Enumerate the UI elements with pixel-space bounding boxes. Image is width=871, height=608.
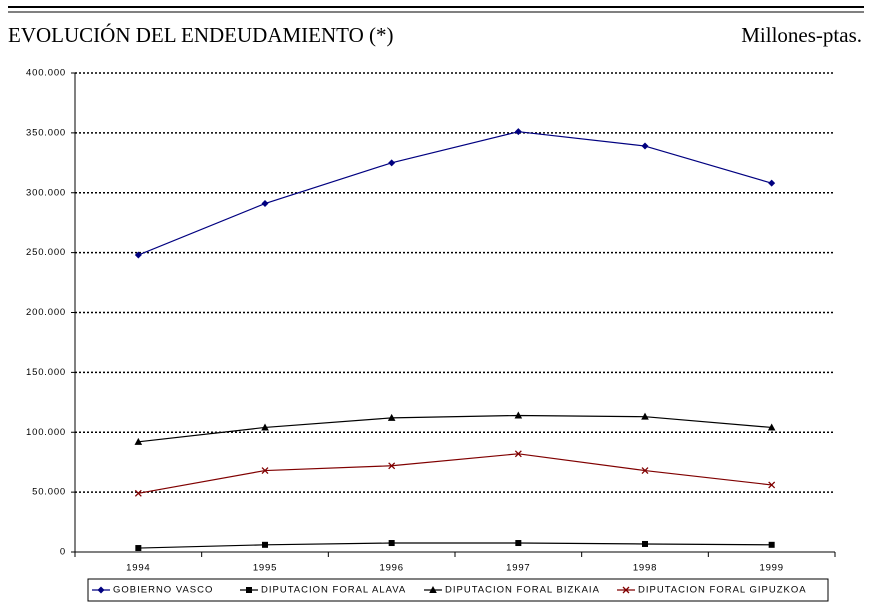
y-tick-label: 0 [60,547,66,558]
marker [515,540,522,547]
marker [261,467,269,475]
marker [514,450,522,458]
marker [641,467,649,475]
marker [261,200,269,208]
legend-marker [97,586,105,594]
y-tick-label: 100.000 [26,427,66,438]
x-tick-label: 1996 [379,563,403,574]
series-line [138,453,772,494]
y-tick-label: 200.000 [26,307,66,318]
legend-marker [246,587,252,593]
series-line [138,131,772,256]
marker [388,462,396,470]
x-tick-label: 1994 [126,563,150,574]
marker [641,142,649,150]
marker [134,251,142,259]
marker [768,481,776,489]
marker [768,179,776,187]
legend-label: GOBIERNO VASCO [113,585,213,596]
marker [134,437,143,445]
series-line [138,542,772,549]
legend-label: DIPUTACION FORAL BIZKAIA [445,585,600,596]
y-tick-label: 350.000 [26,127,66,138]
marker [514,128,522,136]
legend-marker [622,586,630,594]
chart-title: EVOLUCIÓN DEL ENDEUDAMIENTO (*) [8,23,394,47]
legend-label: DIPUTACION FORAL GIPUZKOA [638,585,807,596]
marker [768,541,775,548]
legend-box [87,578,829,602]
x-tick-label: 1998 [633,563,657,574]
marker [642,540,648,547]
marker [388,540,395,547]
y-tick-label: 250.000 [26,247,66,258]
marker [135,545,142,552]
y-tick-label: 50.000 [32,487,66,498]
marker [387,413,396,421]
series-line [138,414,772,443]
marker [641,412,649,420]
legend-marker [429,586,437,593]
marker [261,423,269,431]
y-tick-label: 400.000 [26,68,66,79]
marker [388,159,396,167]
x-tick-label: 1999 [759,563,783,574]
legend-label: DIPUTACION FORAL ALAVA [261,585,406,596]
y-tick-label: 150.000 [26,367,66,378]
chart-subtitle: Millones-ptas. [741,23,862,47]
marker [262,541,268,548]
y-tick-label: 300.000 [26,187,66,198]
marker [767,423,776,431]
x-tick-label: 1997 [506,563,530,574]
marker [514,411,523,419]
x-tick-label: 1995 [253,563,277,574]
marker [134,489,142,497]
